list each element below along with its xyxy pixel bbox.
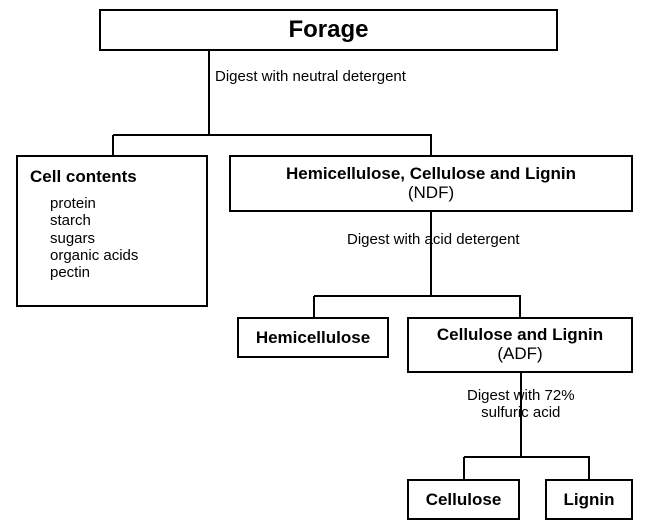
list-item: pectin (50, 264, 138, 281)
list-item: organic acids (50, 247, 138, 264)
edge-label-acid-detergent: Digest with acid detergent (347, 231, 520, 248)
node-cell-contents-items: protein starch sugars organic acids pect… (26, 195, 138, 281)
edge-label-line: Digest with 72% (467, 388, 575, 405)
node-adf-title: Cellulose and Lignin (437, 326, 603, 345)
edge-label-line: sulfuric acid (467, 405, 575, 422)
node-forage: Forage (99, 9, 558, 51)
list-item: protein (50, 195, 138, 212)
node-lignin-label: Lignin (564, 490, 615, 510)
node-ndf-title: Hemicellulose, Cellulose and Lignin (286, 165, 576, 184)
node-hemicellulose-label: Hemicellulose (256, 328, 370, 348)
list-item: starch (50, 212, 138, 229)
node-cellulose: Cellulose (407, 479, 520, 520)
node-ndf-subtitle: (NDF) (408, 184, 454, 203)
node-hemicellulose: Hemicellulose (237, 317, 389, 358)
node-adf-subtitle: (ADF) (497, 345, 542, 364)
edge-label-sulfuric-acid: Digest with 72% sulfuric acid (467, 388, 575, 421)
list-item: sugars (50, 230, 138, 247)
edge-label-neutral-detergent: Digest with neutral detergent (215, 68, 406, 85)
node-cellulose-label: Cellulose (426, 490, 502, 510)
node-lignin: Lignin (545, 479, 633, 520)
node-forage-label: Forage (288, 16, 368, 44)
node-adf: Cellulose and Lignin (ADF) (407, 317, 633, 373)
node-cell-contents-title: Cell contents (26, 167, 137, 187)
node-ndf: Hemicellulose, Cellulose and Lignin (NDF… (229, 155, 633, 212)
node-cell-contents: Cell contents protein starch sugars orga… (16, 155, 208, 307)
